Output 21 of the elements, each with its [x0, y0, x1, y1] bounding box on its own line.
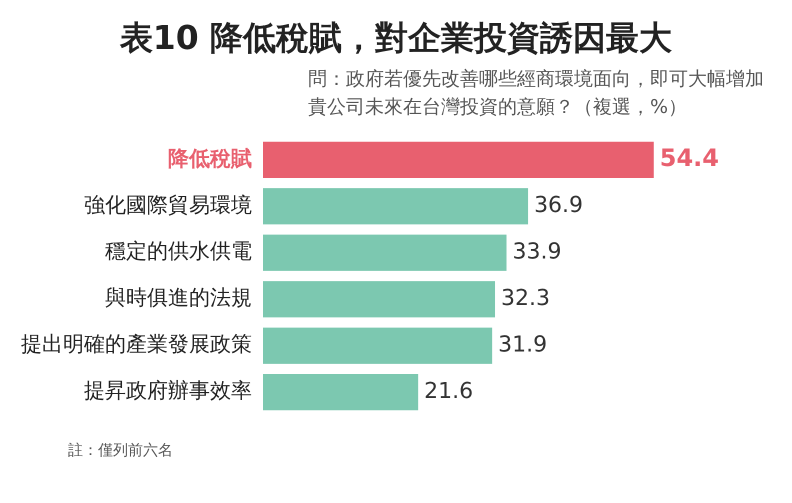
bar — [263, 188, 528, 224]
y-tick-label: 降低稅賦 — [168, 146, 252, 170]
data-label: 33.9 — [512, 239, 562, 264]
bar — [263, 328, 492, 364]
y-tick-label: 穩定的供水供電 — [105, 239, 252, 264]
y-tick-label: 提出明確的產業發展政策 — [21, 332, 252, 356]
y-tick-label: 強化國際貿易環境 — [84, 192, 252, 217]
y-tick-label: 提昇政府辦事效率 — [84, 378, 252, 403]
data-label: 32.3 — [501, 286, 550, 311]
y-tick-label: 與時俱進的法規 — [105, 286, 252, 310]
data-label: 31.9 — [498, 332, 548, 358]
data-label: 54.4 — [660, 144, 719, 172]
data-label: 36.9 — [534, 193, 584, 218]
chart-subtitle: 問：政府若優先改善哪些經商環境面向，即可大幅增加貴公司未來在台灣投資的意願？（複選，%） — [308, 67, 765, 120]
bar — [263, 142, 654, 178]
chart-title: 表10 降低稅賦，對企業投資誘因最大 — [118, 17, 674, 59]
data-label: 21.6 — [424, 378, 474, 404]
bar — [263, 281, 496, 318]
bar — [263, 374, 418, 410]
text: 註：僅列前六名 — [68, 441, 174, 460]
bar — [263, 234, 507, 271]
